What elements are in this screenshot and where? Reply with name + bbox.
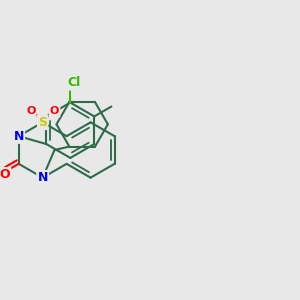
Text: N: N	[38, 171, 48, 184]
Text: O: O	[50, 106, 59, 116]
Text: O: O	[0, 168, 10, 181]
Text: Cl: Cl	[68, 76, 81, 89]
Text: S: S	[38, 116, 47, 129]
Text: O: O	[26, 106, 35, 116]
Text: N: N	[14, 130, 24, 143]
